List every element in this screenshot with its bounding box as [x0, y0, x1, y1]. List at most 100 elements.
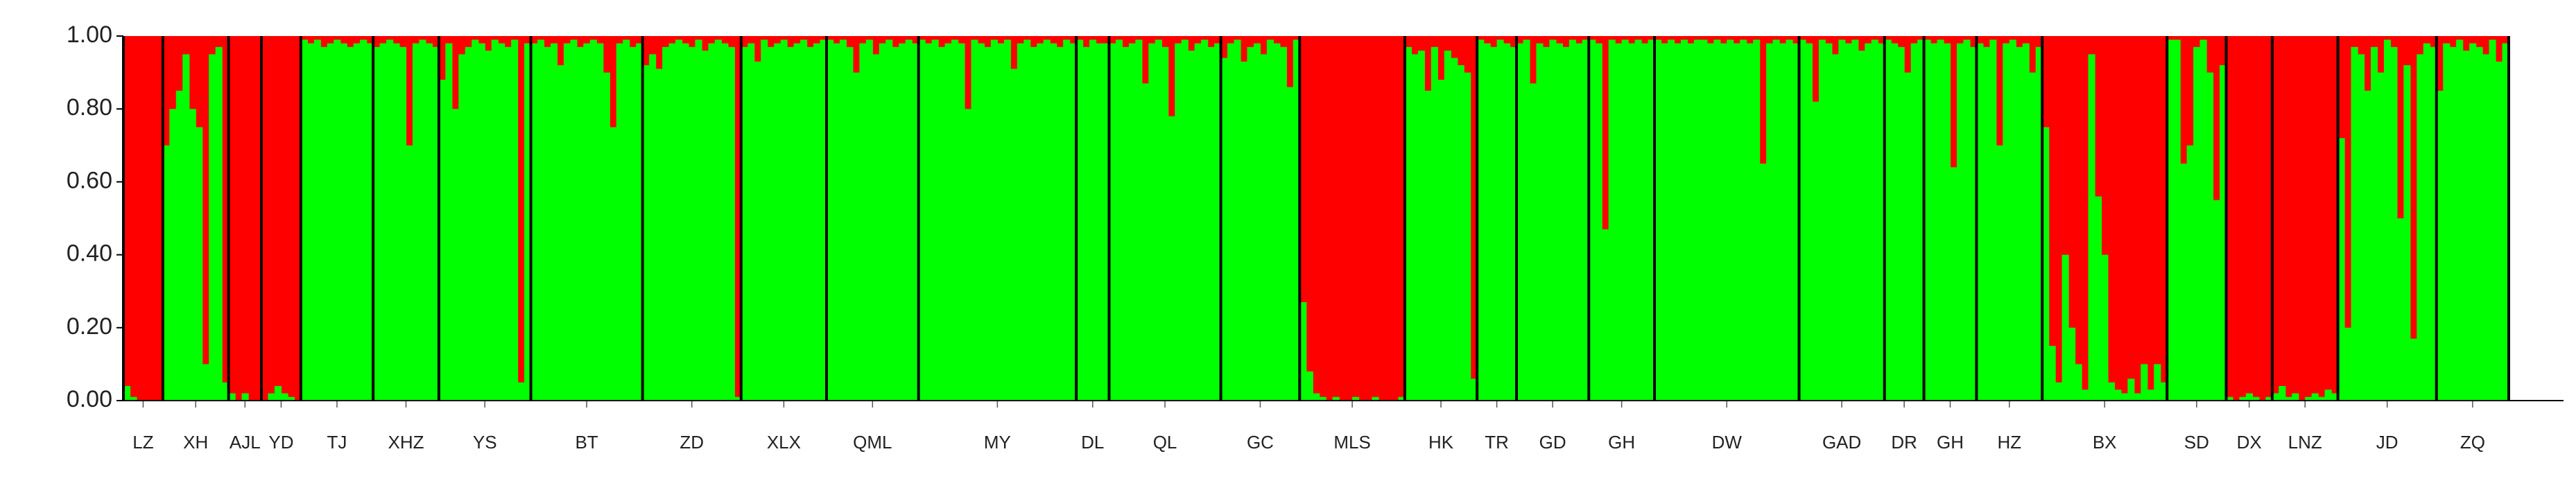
ancestry-bar [1404, 46, 1412, 401]
ancestry-bar [636, 43, 643, 401]
ancestry-bar [899, 43, 906, 401]
ancestry-bar [1050, 43, 1057, 401]
ancestry-bar [340, 43, 347, 401]
ancestry-bar [865, 40, 873, 401]
ancestry-bar [1247, 46, 1254, 401]
group-label: SD [2184, 432, 2209, 453]
ancestry-bar [701, 51, 709, 401]
ancestry-bar [300, 40, 308, 401]
ancestry-bar [668, 43, 676, 401]
ancestry-bar [2252, 396, 2260, 401]
ancestry-bar [2173, 40, 2181, 401]
ancestry-bar [833, 43, 840, 401]
ancestry-bar [2305, 396, 2313, 401]
ancestry-bar [189, 109, 196, 401]
ancestry-bar [175, 90, 183, 401]
ancestry-bar [1260, 54, 1268, 401]
ancestry-bar [1234, 40, 1241, 401]
ancestry-bar [1917, 40, 1925, 401]
ancestry-bar [2035, 46, 2043, 401]
ancestry-bar [2390, 46, 2398, 401]
ancestry-bar [1023, 40, 1031, 401]
ancestry-bar [1201, 40, 1209, 401]
ancestry-bar [2003, 43, 2010, 401]
ancestry-bar [2068, 327, 2076, 401]
group-label: YD [268, 432, 293, 453]
ancestry-bar [747, 43, 755, 401]
ancestry-bar [1996, 145, 2003, 401]
ancestry-bar [2199, 40, 2207, 401]
ancestry-bar [1141, 83, 1149, 401]
ancestry-bar [2285, 396, 2292, 401]
ancestry-bar [2101, 254, 2109, 401]
ancestry-bar [1727, 40, 1734, 401]
ancestry-bar [307, 43, 315, 401]
ancestry-bar [228, 393, 236, 401]
ancestry-bar [708, 43, 716, 401]
ancestry-bar [2180, 164, 2188, 401]
ancestry-bar [1963, 40, 1971, 401]
ancestry-bar [1766, 43, 1774, 401]
ancestry-bar [1135, 40, 1143, 401]
group-label: GH [1937, 432, 1964, 453]
ancestry-bar [1878, 43, 1885, 401]
ancestry-bar [1806, 43, 1813, 401]
ancestry-bar [2239, 396, 2247, 401]
ancestry-bar [1648, 40, 1655, 401]
ancestry-bar [892, 46, 899, 401]
ancestry-bar [1417, 51, 1425, 401]
ancestry-bar [2213, 200, 2220, 401]
group-label: GC [1247, 432, 1274, 453]
ancestry-bar [274, 385, 282, 401]
group-label: DR [1891, 432, 1917, 453]
ancestry-bar [852, 72, 860, 401]
ancestry-bar [1017, 43, 1024, 401]
ancestry-bar [1792, 43, 1800, 401]
ancestry-bar [511, 40, 519, 401]
ancestry-bar [169, 109, 177, 401]
ancestry-bar [1293, 40, 1300, 401]
ancestry-bar [1175, 43, 1182, 401]
ancestry-bar [196, 127, 203, 401]
y-tick-label: 0.20 [67, 313, 112, 340]
ancestry-bar [1220, 58, 1228, 401]
ancestry-bar [839, 40, 847, 401]
ancestry-bar [1575, 43, 1583, 401]
group-label: GH [1608, 432, 1635, 453]
ancestry-bar [813, 43, 821, 401]
ancestry-bar [2449, 46, 2457, 401]
ancestry-bar [1168, 116, 1175, 401]
ancestry-bar [1621, 40, 1629, 401]
ancestry-bar [412, 43, 420, 401]
ancestry-bar [209, 54, 216, 401]
ancestry-bar [1602, 229, 1609, 401]
ancestry-bar [1733, 43, 1740, 401]
ancestry-bar [2410, 338, 2417, 401]
ancestry-bar [406, 145, 413, 401]
ancestry-bar [1969, 46, 1977, 401]
ancestry-bar [2351, 46, 2358, 401]
ancestry-bar [360, 40, 368, 401]
ancestry-bar [504, 46, 512, 401]
ancestry-bar [741, 46, 748, 401]
ancestry-bar [1950, 167, 1957, 401]
ancestry-bar [2475, 46, 2483, 401]
ancestry-bar [1661, 43, 1668, 401]
ancestry-bar [517, 382, 525, 401]
ancestry-bar [1253, 43, 1261, 401]
ancestry-bar [2324, 390, 2332, 401]
group-label: MY [984, 432, 1011, 453]
ancestry-bar [1313, 393, 1320, 401]
ancestry-bar [1451, 58, 1458, 401]
ancestry-bar [767, 46, 775, 401]
ancestry-bar [2396, 218, 2404, 401]
ancestry-bar [734, 396, 742, 401]
ancestry-bar [2383, 40, 2392, 401]
ancestry-bar [1188, 51, 1195, 401]
ancestry-bar [2417, 54, 2424, 401]
ancestry-bar [820, 40, 827, 401]
ancestry-bar [1595, 43, 1602, 401]
ancestry-bar [1529, 83, 1537, 401]
group-label: HK [1428, 432, 1454, 453]
